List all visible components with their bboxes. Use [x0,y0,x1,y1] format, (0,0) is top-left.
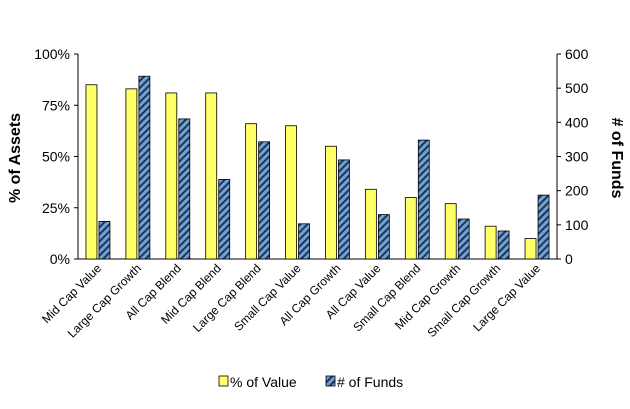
bar-num-funds [497,230,510,260]
category-label: Large Cap Blend [190,261,264,335]
legend-label-funds: # of Funds [337,374,403,390]
bar-num-funds [377,214,390,260]
bar-num-funds [218,178,231,260]
bar-pct-value [125,88,138,260]
left-tick-label: 75% [42,97,70,113]
category-label: Large Cap Value [470,261,543,334]
bar-num-funds [178,118,191,260]
right-tick-label: 200 [565,183,589,199]
right-tick-label: 500 [565,80,589,96]
bar-pct-value [285,125,297,260]
left-tick-label: 25% [42,200,70,216]
right-tick-label: 0 [565,251,573,267]
bar-pct-value [165,92,178,260]
category-label: Large Cap Growth [65,261,144,340]
category-label: Small Cap Growth [424,261,503,340]
bar-num-funds [417,139,430,260]
legend-swatch-value [218,375,229,387]
bar-pct-value [205,92,218,260]
bar-num-funds [537,194,550,260]
bar-pct-value [245,123,258,260]
right-tick-label: 100 [565,217,589,233]
plot-area [78,75,557,260]
right-tick-label: 300 [565,149,589,165]
right-tick-label: 400 [565,114,589,130]
bar-num-funds [258,141,271,260]
y-axis-title: % of Assets [7,113,24,203]
bar-pct-value [325,145,337,260]
bar-num-funds [98,221,111,260]
legend-label-value: % of Value [230,374,297,390]
bar-pct-value [484,225,497,260]
left-tick-label: 100% [34,46,70,62]
right-axis: 0 100 200 300 400 500 600 [556,46,589,267]
legend-swatch-funds [325,375,336,387]
bar-num-funds [298,223,310,260]
bar-pct-value [444,203,457,260]
left-tick-label: 0% [50,251,70,267]
bar-pct-value [524,238,537,260]
right-tick-label: 600 [565,46,589,62]
bar-num-funds [338,159,350,260]
bar-num-funds [457,218,470,260]
left-tick-label: 50% [42,149,70,165]
left-axis: 0% 25% 50% 75% 100% [34,46,79,267]
y2-axis-title: # of Funds [608,118,625,199]
bar-pct-value [404,197,417,260]
legend: % of Value # of Funds [218,374,403,390]
bar-pct-value [85,84,98,260]
bar-num-funds [138,75,151,260]
bar-pct-value [364,188,377,260]
